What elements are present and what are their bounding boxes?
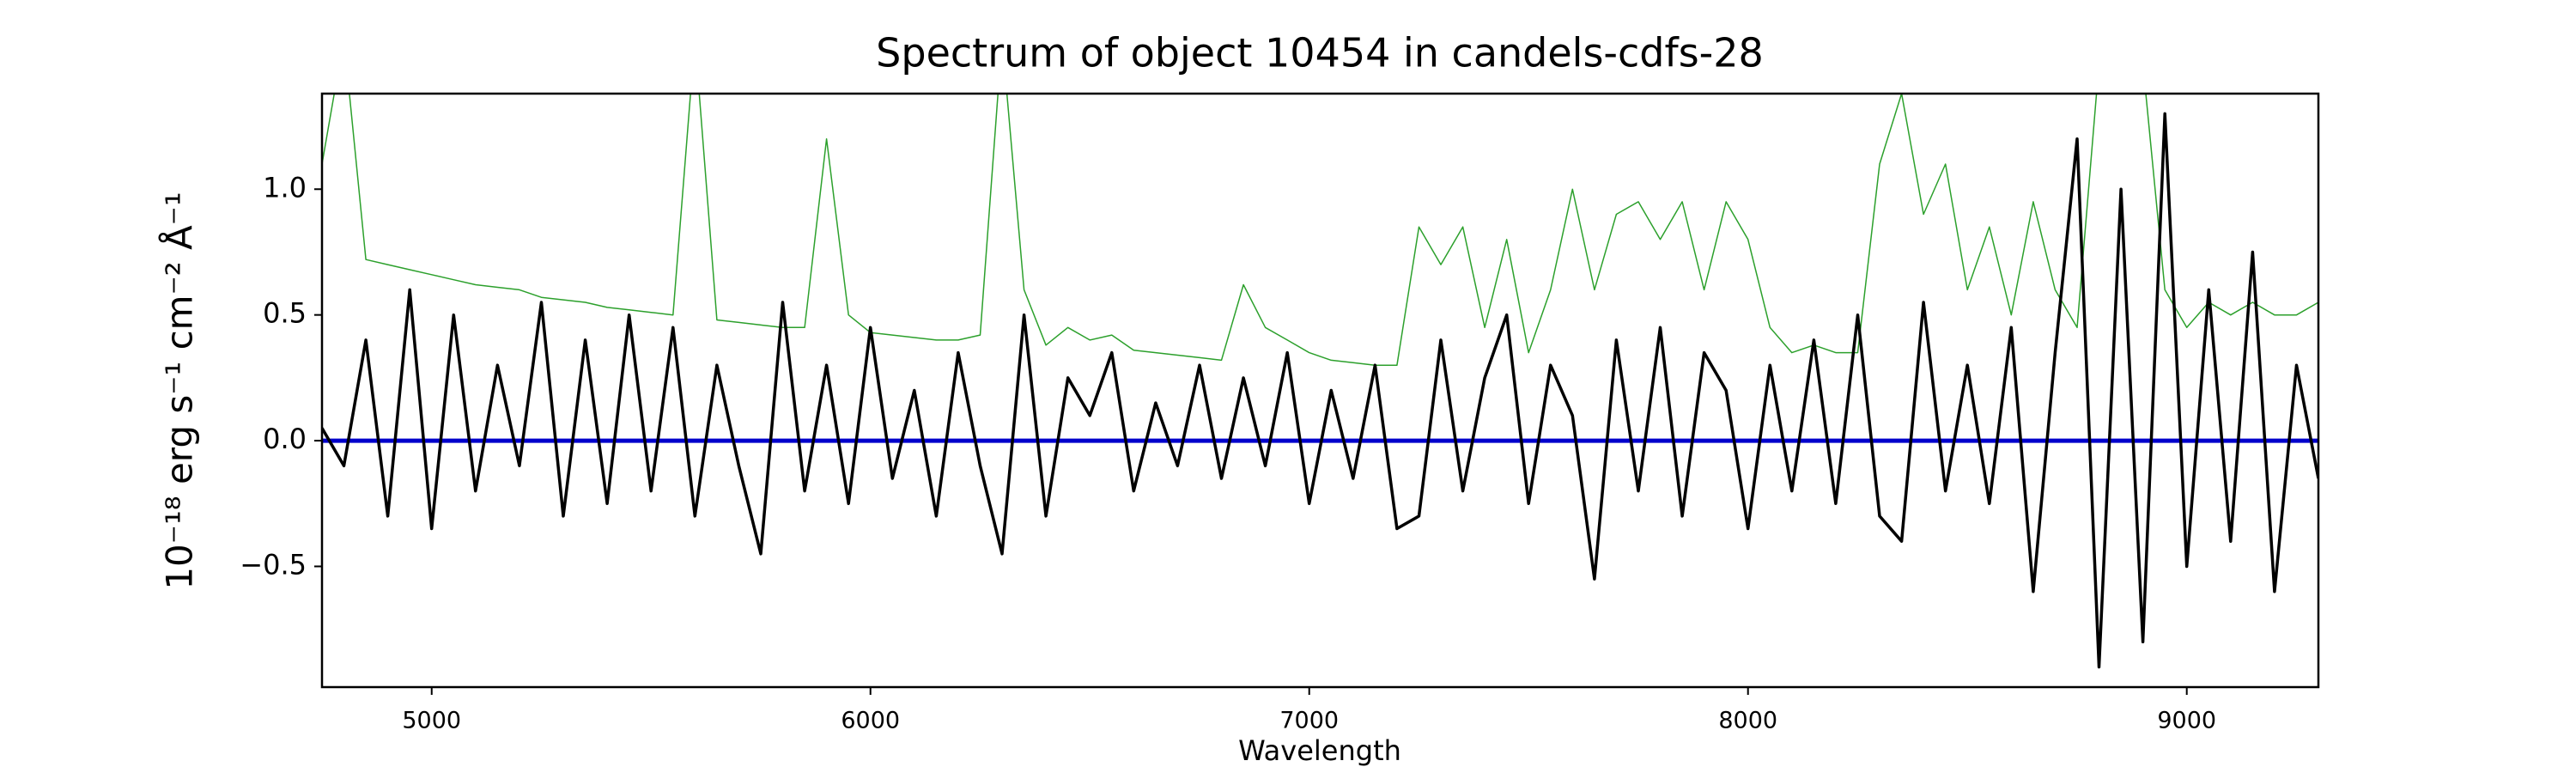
y-tick-label: 0.5: [263, 297, 307, 330]
x-axis-label: Wavelength: [1238, 734, 1401, 767]
x-tick-label: 7000: [1279, 708, 1339, 734]
y-tick-label: −0.5: [240, 548, 307, 581]
x-tick-label: 8000: [1718, 708, 1777, 734]
axes-frame: [320, 92, 2320, 689]
series-line: [322, 94, 2318, 366]
y-tick-label: 0.0: [263, 423, 307, 455]
x-tick-label: 6000: [841, 708, 900, 734]
plot-area: [322, 94, 2318, 669]
x-tick-label: 9000: [2157, 708, 2216, 734]
x-tick-label: 5000: [402, 708, 461, 734]
series-line: [322, 112, 2318, 669]
y-tick-label: 1.0: [263, 171, 307, 204]
chart-title: Spectrum of object 10454 in candels-cdfs…: [876, 30, 1764, 76]
y-axis-label: 10⁻¹⁸ erg s⁻¹ cm⁻² Å⁻¹: [158, 192, 201, 589]
